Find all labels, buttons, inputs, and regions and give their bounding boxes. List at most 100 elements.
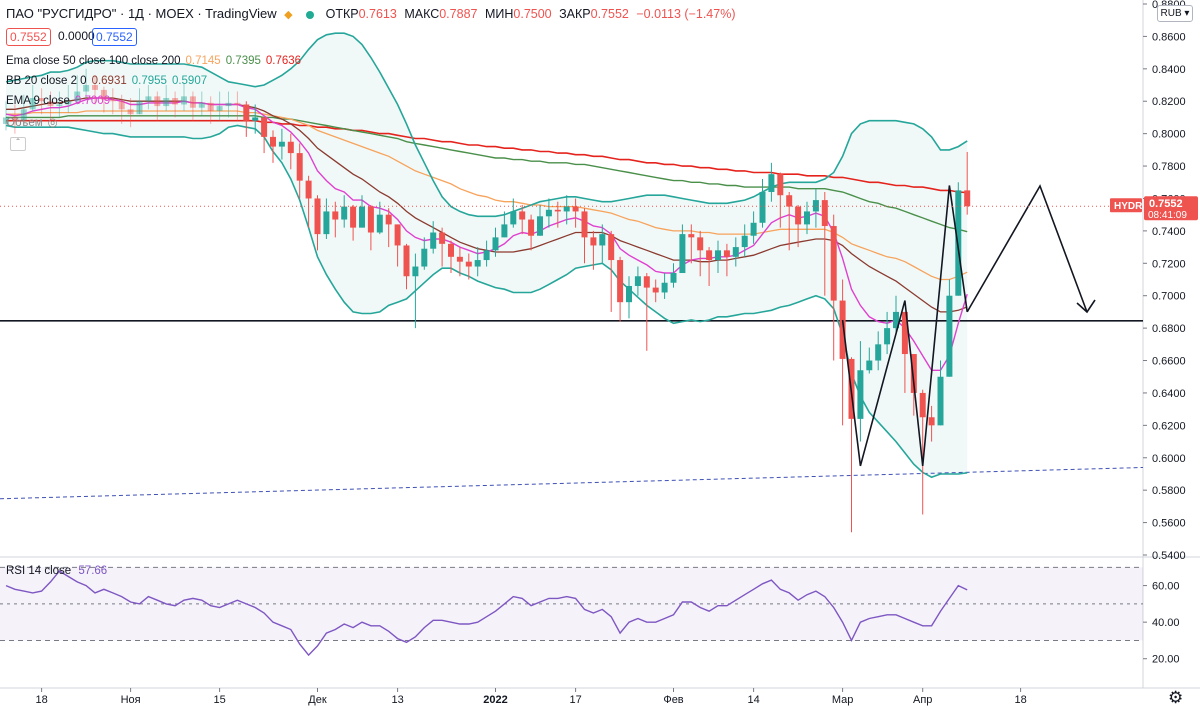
- ema-legend[interactable]: Ema close 50 close 100 close 200 0.7145 0.…: [6, 55, 301, 67]
- ema-legend-label: Ema close 50 close 100 close 200: [6, 55, 181, 67]
- candle-body: [572, 206, 579, 212]
- candle-body: [937, 376, 944, 426]
- spread-value: 0.0000: [58, 29, 95, 43]
- candle-body: [118, 101, 125, 110]
- candle-body: [501, 224, 508, 238]
- candle-body: [839, 300, 846, 359]
- candle-body: [910, 354, 917, 393]
- candle-body: [74, 91, 81, 102]
- candle-body: [723, 250, 730, 257]
- volume-legend[interactable]: Объем ◎: [6, 115, 58, 129]
- candle-body: [341, 206, 348, 220]
- time-axis-label: 15: [213, 694, 225, 706]
- time-axis-label: Фев: [663, 694, 683, 706]
- candle-body: [857, 370, 864, 419]
- ema9-legend[interactable]: EMA 9 close 0.7009: [6, 95, 110, 107]
- candle-body: [189, 96, 196, 108]
- candle-body: [394, 224, 401, 246]
- candle-body: [706, 250, 713, 261]
- bb-lower-value: 0.5907: [171, 75, 208, 87]
- chart-title: ПАО "РУСГИДРО" · 1Д · MOEX · TradingView: [6, 6, 277, 21]
- candle-body: [243, 104, 250, 121]
- candle-body: [100, 89, 107, 100]
- ema50-value: 0.7145: [185, 55, 221, 67]
- candle-body: [821, 200, 828, 227]
- candle-body: [20, 109, 27, 121]
- candle-body: [136, 101, 143, 115]
- candle-body: [634, 276, 641, 286]
- candle-body: [777, 174, 784, 196]
- ema100-value: 0.7395: [225, 55, 261, 67]
- candle-body: [866, 360, 873, 371]
- candle-body: [376, 214, 383, 233]
- close-value: 0.7552: [590, 7, 629, 21]
- high-value: 0.7887: [439, 7, 478, 21]
- time-axis-label: Дек: [308, 694, 327, 706]
- candle-body: [403, 245, 410, 277]
- currency-selector[interactable]: RUB ▾: [1157, 5, 1193, 22]
- candle-body: [252, 117, 259, 121]
- candle-body: [608, 234, 615, 261]
- volume-legend-label: Объем: [6, 117, 43, 129]
- last-price-tag-bg: [1144, 196, 1198, 221]
- candle-body: [385, 214, 392, 225]
- time-axis-label: 2022: [483, 694, 507, 706]
- time-axis-label: 13: [391, 694, 403, 706]
- collapse-legend-icon[interactable]: ˆ: [10, 137, 26, 151]
- bid-price-box[interactable]: 0.7552: [6, 28, 51, 46]
- price-axis-label: 0.5400: [1152, 550, 1186, 562]
- ema9-legend-label: EMA 9 close: [6, 95, 70, 107]
- candle-body: [715, 250, 721, 261]
- candle-body: [474, 260, 481, 267]
- candle-body: [29, 97, 36, 110]
- candle-body: [599, 234, 606, 246]
- ask-price-box[interactable]: 0.7552: [92, 28, 137, 46]
- symbol-tag-bg: [1110, 198, 1142, 213]
- candle-body: [741, 235, 748, 248]
- candle-body: [412, 266, 419, 277]
- candle-body: [510, 211, 517, 225]
- candle-body: [537, 216, 543, 236]
- candle-body: [270, 136, 276, 147]
- price-axis-label: 0.7200: [1152, 258, 1186, 270]
- rsi-legend-label: RSI 14 close: [6, 565, 72, 577]
- price-axis-label: 0.7400: [1152, 226, 1186, 238]
- low-label: МИН: [484, 7, 514, 21]
- time-axis-label: Мар: [832, 694, 854, 706]
- candle-body: [928, 417, 935, 426]
- candle-body: [314, 198, 321, 235]
- price-axis-label: 0.6600: [1152, 356, 1186, 368]
- rsi-legend[interactable]: RSI 14 close 57.66: [6, 565, 107, 577]
- candle-body: [830, 226, 837, 301]
- bb-up-line: [5, 32, 968, 218]
- time-axis-label: Ноя: [121, 694, 141, 706]
- candle-body: [581, 211, 588, 238]
- bb-legend[interactable]: BB 20 close 2 0 0.6931 0.7955 0.5907: [6, 75, 207, 87]
- rsi-axis-label: 20.00: [1152, 654, 1180, 666]
- ema200-value: 0.7636: [265, 55, 302, 67]
- last-time-tag: 08:41:09: [1148, 210, 1187, 221]
- candle-body: [11, 117, 18, 121]
- candle-body: [172, 97, 179, 105]
- candle-body: [626, 285, 632, 303]
- candle-body: [448, 243, 454, 257]
- bb-upper-value: 0.7955: [131, 75, 167, 87]
- time-axis-label: 17: [569, 694, 581, 706]
- candle-body: [643, 276, 650, 288]
- candle-body: [884, 328, 891, 345]
- price-axis-label: 0.5800: [1152, 485, 1186, 497]
- trend-line: [0, 466, 1144, 500]
- gear-icon[interactable]: ⚙: [1168, 688, 1184, 707]
- candle-body: [127, 109, 134, 115]
- candle-body: [163, 97, 170, 107]
- candle-body: [56, 104, 63, 107]
- alert-icon[interactable]: ◆: [284, 9, 293, 21]
- price-axis-label: 0.7800: [1152, 161, 1186, 173]
- candle-body: [812, 200, 819, 212]
- price-axis-label: 0.6200: [1152, 420, 1186, 432]
- candle-body: [492, 237, 499, 251]
- price-axis-label: 0.6400: [1152, 388, 1186, 400]
- eye-off-icon[interactable]: ◎: [47, 117, 58, 129]
- candle-body: [964, 190, 971, 207]
